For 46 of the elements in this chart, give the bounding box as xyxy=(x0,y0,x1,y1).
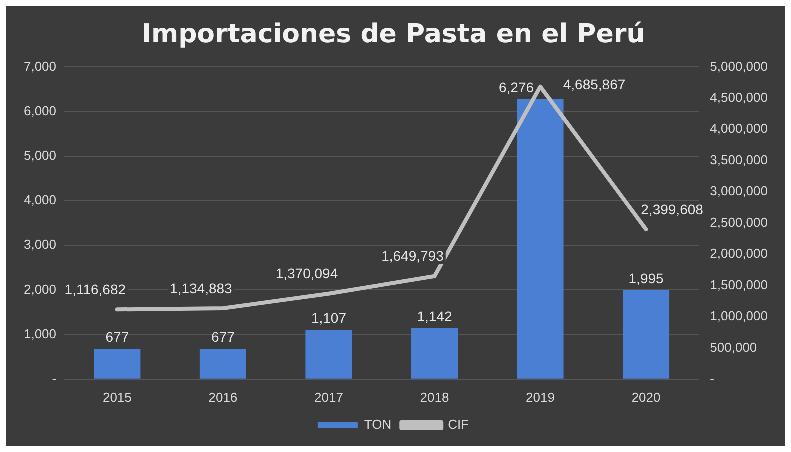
legend-label: TON xyxy=(364,417,392,432)
bar xyxy=(200,349,246,379)
y-tick-label: - xyxy=(52,370,57,386)
y-tick-label: 2,000 xyxy=(24,282,57,297)
x-tick-label: 2016 xyxy=(208,390,238,405)
data-label: 6,276 xyxy=(498,79,534,96)
x-tick-label: 2019 xyxy=(526,390,555,405)
y2-tick-label: 1,000,000 xyxy=(710,308,768,324)
data-label: 1,107 xyxy=(311,310,347,326)
data-label: 1,995 xyxy=(628,270,664,286)
y2-tick-label: - xyxy=(710,370,715,386)
data-label: 1,142 xyxy=(417,308,452,324)
y-tick-label: 5,000 xyxy=(24,148,57,163)
bar xyxy=(623,290,670,379)
y2-tick-label: 4,000,000 xyxy=(710,121,768,136)
y-tick-label: 6,000 xyxy=(24,103,57,118)
x-tick-label: 2018 xyxy=(420,390,450,405)
data-label: 1,134,883 xyxy=(170,280,233,296)
y2-tick-label: 2,000,000 xyxy=(710,246,768,262)
data-label: 1,116,682 xyxy=(64,282,126,298)
data-label: 1,649,793 xyxy=(382,248,444,264)
y-tick-label: 4,000 xyxy=(24,192,57,208)
x-tick-label: 2015 xyxy=(102,390,132,405)
y2-tick-label: 3,500,000 xyxy=(710,152,768,168)
bar xyxy=(94,349,141,379)
x-tick-label: 2017 xyxy=(314,390,344,405)
data-label: 2,399,608 xyxy=(641,201,704,218)
y-tick-label: 7,000 xyxy=(24,58,57,74)
data-label: 677 xyxy=(212,329,236,346)
data-label: 677 xyxy=(106,329,130,346)
data-label: 1,370,094 xyxy=(276,266,338,282)
bar xyxy=(306,330,352,379)
y2-tick-label: 5,000,000 xyxy=(710,58,768,74)
y2-tick-label: 500,000 xyxy=(710,340,758,355)
y-tick-label: 3,000 xyxy=(24,237,57,252)
legend-label: CIF xyxy=(448,417,470,432)
bar xyxy=(411,328,458,379)
y2-tick-label: 3,000,000 xyxy=(710,184,768,199)
y-tick-label: 1,000 xyxy=(24,326,57,342)
data-label: 4,685,867 xyxy=(563,76,626,93)
y2-tick-label: 1,500,000 xyxy=(710,277,768,292)
y2-tick-label: 2,500,000 xyxy=(710,214,768,230)
bar xyxy=(517,99,564,379)
x-tick-label: 2020 xyxy=(632,390,661,405)
chart-title: Importaciones de Pasta en el Perú xyxy=(142,19,646,50)
y2-tick-label: 4,500,000 xyxy=(710,90,768,105)
